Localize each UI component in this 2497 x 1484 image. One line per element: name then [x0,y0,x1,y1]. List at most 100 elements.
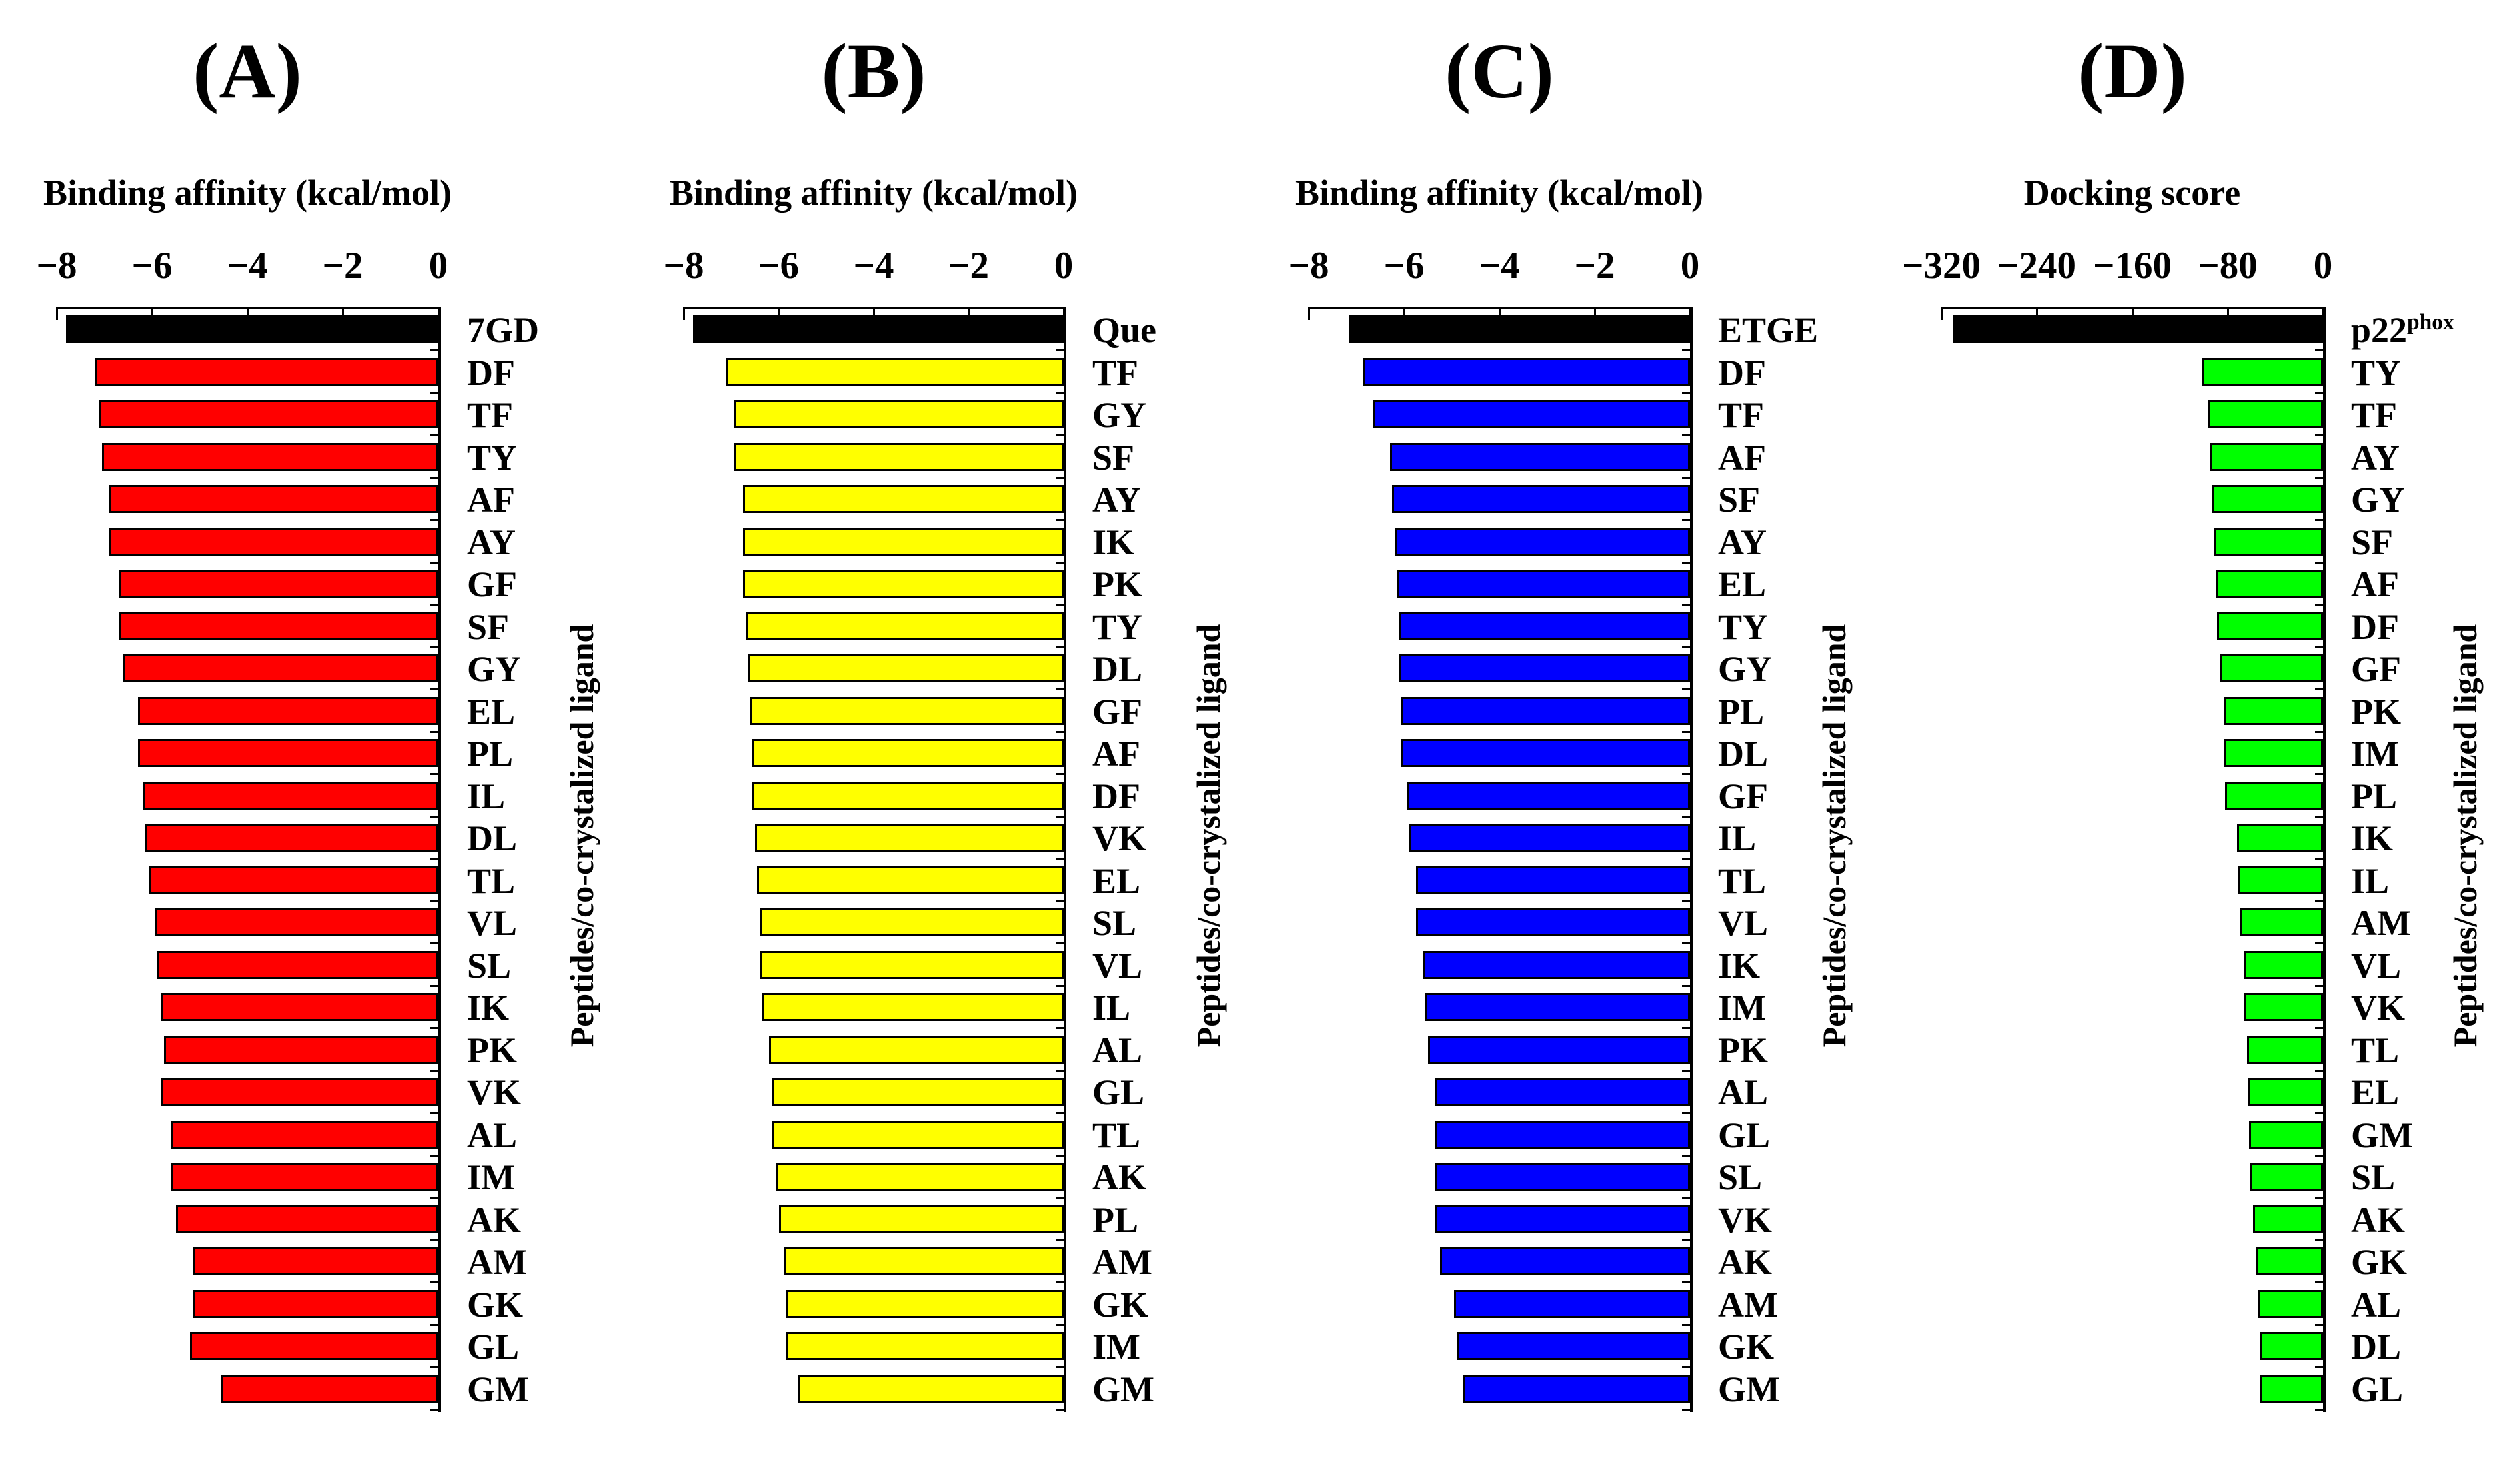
category-tick [2315,730,2326,733]
category-tick [430,815,441,818]
bar-label: AK [467,1199,521,1240]
bar-label: DL [467,818,518,858]
bar [786,1332,1064,1360]
bar [743,527,1064,556]
category-tick [1682,561,1693,564]
bar [1409,824,1690,852]
x-axis-line [683,307,1066,309]
bar [2249,1120,2323,1149]
bar [1406,781,1690,810]
bar [171,1163,438,1191]
category-tick [2315,688,2326,691]
bar-label: DF [467,352,515,393]
bar-label: AL [1092,1030,1143,1070]
bar [1425,993,1690,1021]
bar-label: IK [2351,818,2394,858]
category-tick [1056,1027,1066,1030]
category-tick [1056,688,1066,691]
reference-bar [66,315,438,343]
bar-label: GF [2351,649,2401,689]
bar [99,400,438,428]
bar [778,1205,1064,1233]
bar-label: IL [467,776,506,816]
bar [161,993,438,1021]
category-tick [1682,1154,1693,1157]
bar [743,485,1064,513]
x-axis-tick-label: −6 [1383,245,1425,287]
x-axis-tick [682,309,685,320]
bar [221,1374,438,1403]
x-axis-tick [246,309,249,320]
category-tick [1682,1069,1693,1072]
category-tick [1056,1366,1066,1369]
bar [1427,1035,1690,1064]
bar-label: IM [1092,1327,1140,1367]
category-tick [1056,900,1066,902]
bar-label: GM [1092,1369,1154,1409]
bar-label: SF [1718,480,1761,520]
bar [1415,908,1690,936]
bar-label: TY [1092,606,1143,647]
category-tick [1682,858,1693,860]
x-axis-tick-label: 0 [1054,245,1074,287]
x-axis-tick-label: −240 [1997,245,2076,287]
category-tick [430,688,441,691]
bar [2201,357,2323,386]
bar-label: PL [1718,691,1765,732]
category-tick [2315,858,2326,860]
x-axis-tick [1940,309,1943,320]
x-axis-tick [341,309,344,320]
category-tick [1682,646,1693,648]
bar [771,1120,1064,1149]
panel-heading-a: (A) [193,27,302,115]
bar-label: PK [2351,691,2401,732]
bar [190,1332,438,1360]
bar-label: AF [1718,437,1766,478]
bar-label: GY [1718,649,1772,689]
category-tick [1056,434,1066,437]
category-tick [430,984,441,987]
bar [2216,612,2323,640]
x-axis-line [56,307,441,309]
category-tick [1056,730,1066,733]
bar-label: SL [1718,1157,1763,1197]
category-tick [1682,730,1693,733]
bar-label: 7GD [467,310,539,350]
bar-label: EL [467,691,516,732]
bar-label: DF [2351,606,2399,647]
bar-label: SF [2351,522,2394,562]
x-axis-title-b: Binding affinity (kcal/mol) [669,173,1078,213]
category-tick [1056,1323,1066,1326]
right-axis-label-d: Peptides/co-crystalized ligand [2446,624,2484,1048]
category-tick [1682,1323,1693,1326]
x-axis-tick-label: −8 [1288,245,1329,287]
category-tick [430,561,441,564]
category-tick [1056,1239,1066,1241]
bar [1373,400,1690,428]
category-tick [2315,1239,2326,1241]
x-axis-tick [1498,309,1501,320]
category-tick [430,1027,441,1030]
bar-label: TL [2351,1030,2400,1070]
bar [760,950,1064,979]
x-axis-tick-label: −80 [2198,245,2258,287]
bar-label: DL [2351,1327,2402,1367]
x-axis-tick-label: 0 [2313,245,2333,287]
bar [142,781,438,810]
bar-label: DL [1718,734,1769,774]
bar [2224,696,2323,725]
bar-label: GY [467,649,521,689]
bar-label: TL [1718,860,1767,901]
category-tick [1682,688,1693,691]
bar-label: PK [1718,1030,1768,1070]
category-tick [430,392,441,394]
category-tick [1682,392,1693,394]
bar [2225,781,2323,810]
bar [786,1289,1064,1318]
bar-label: AM [1718,1284,1778,1325]
bar-label: VK [2351,988,2405,1028]
bar [1456,1332,1690,1360]
category-tick [430,349,441,352]
bar-label: TF [2351,395,2398,435]
category-tick [1056,519,1066,522]
